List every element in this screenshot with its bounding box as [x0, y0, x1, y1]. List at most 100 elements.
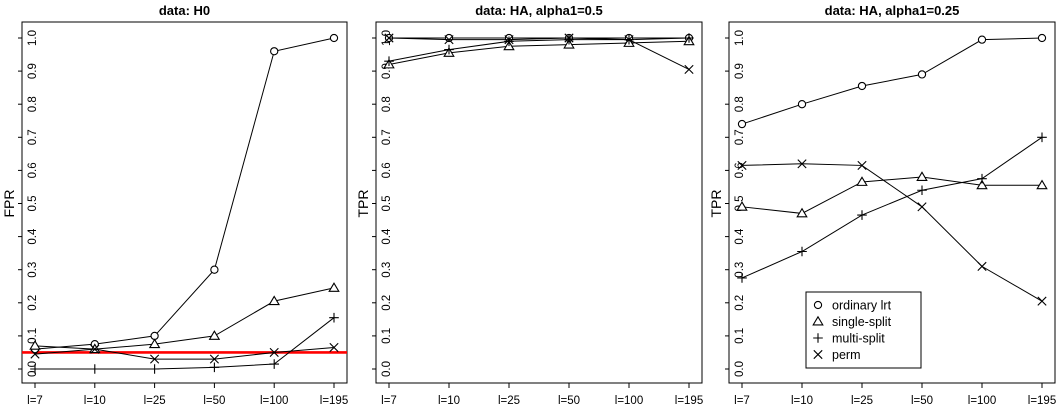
y-tick-label: 0.1 [381, 328, 393, 344]
y-tick-label: 0.7 [27, 129, 39, 145]
data-point-circle [270, 47, 279, 56]
data-point-x [684, 64, 694, 75]
y-tick-label: 0.5 [381, 196, 393, 212]
y-tick-label: 0.7 [734, 129, 746, 145]
data-point-plus [149, 364, 160, 374]
data-point-x [917, 202, 927, 212]
x-tick-label: l=195 [320, 395, 348, 407]
data-point-plus [269, 359, 279, 369]
chart-title: data: HA, alpha1=0.5 [475, 3, 603, 18]
x-tick-label: l=100 [615, 395, 643, 407]
data-point-circle [797, 100, 807, 109]
data-point-x [269, 347, 279, 358]
data-point-triangle [268, 295, 280, 306]
y-axis-label: FPR [1, 190, 17, 218]
chart-panel-2: data: HA, alpha1=0.5 TPR 0.0 0.1 0.2 0.3 0.4 0.… [355, 3, 703, 407]
data-point-plus [737, 273, 747, 283]
data-point-plus [504, 36, 514, 47]
data-point-plus [564, 34, 574, 45]
legend-marker-plus [813, 333, 823, 343]
data-point-x [977, 261, 987, 271]
data-point-x [504, 35, 514, 45]
data-point-circle [210, 265, 219, 274]
y-tick-label: 0.6 [27, 162, 39, 178]
data-point-x [30, 349, 40, 359]
data-point-triangle [1036, 179, 1048, 190]
y-tick-label: 0.3 [381, 262, 393, 278]
x-tick-label: l=100 [260, 395, 288, 407]
chart-title: data: H0 [159, 3, 210, 18]
x-tick-label: l=25 [498, 395, 520, 407]
y-tick-label: 0.4 [381, 228, 393, 245]
data-point-plus [384, 56, 394, 66]
data-point-triangle [148, 338, 161, 349]
x-tick-label: l=10 [84, 395, 106, 407]
series-line-plus [388, 37, 690, 62]
data-point-plus [857, 210, 867, 220]
x-tick-label: l=7 [734, 395, 750, 407]
data-point-triangle [796, 207, 808, 218]
data-point-triangle [736, 201, 748, 211]
data-point-x [857, 160, 867, 171]
data-point-x [1037, 296, 1047, 306]
data-point-circle [857, 81, 867, 91]
x-tick-label: l=10 [438, 395, 460, 407]
plot-frame [375, 21, 703, 384]
y-tick-label: 0.8 [381, 96, 393, 112]
series-line-x [388, 37, 690, 70]
x-tick-label: l=100 [968, 395, 996, 407]
x-tick-label: l=7 [381, 395, 397, 407]
x-tick-label: l=50 [203, 395, 225, 407]
data-point-plus [209, 362, 220, 373]
y-axis-label: TPR [355, 190, 371, 218]
x-tick-label: l=10 [791, 395, 813, 407]
data-point-circle [737, 119, 747, 129]
data-point-triangle [208, 330, 221, 340]
data-point-plus [917, 185, 927, 196]
data-point-x [329, 342, 339, 353]
legend-marker-circle [813, 300, 823, 310]
y-tick-label: 0.6 [381, 162, 393, 178]
y-tick-label: 0.6 [734, 162, 746, 178]
legend-label: perm [832, 348, 860, 362]
series-line-plus [35, 317, 335, 370]
data-point-plus [90, 364, 100, 374]
x-tick-label: l=7 [27, 395, 43, 407]
y-tick-label: 0.8 [27, 96, 39, 112]
data-point-circle [917, 70, 927, 79]
series-line-circle [34, 37, 335, 350]
data-point-plus [1037, 132, 1047, 143]
data-point-triangle [29, 340, 41, 350]
y-tick-label: 0.5 [27, 196, 39, 212]
plot-frame [728, 21, 1056, 384]
x-tick-label: l=195 [1028, 395, 1056, 407]
legend-label: single-split [832, 315, 892, 329]
data-point-plus [684, 33, 694, 43]
y-tick-label: 0.2 [27, 295, 39, 311]
legend-frame [805, 291, 922, 369]
series-line-x [34, 346, 335, 360]
data-point-plus [977, 173, 987, 184]
y-axis-label: TPR [708, 190, 724, 218]
x-tick-label: l=50 [558, 395, 580, 407]
data-point-plus [30, 364, 40, 374]
legend-marker-x [813, 349, 823, 360]
data-point-x [444, 35, 454, 45]
y-tick-label: 0.9 [27, 63, 39, 79]
data-point-x [150, 354, 160, 364]
y-tick-label: 0.3 [27, 262, 39, 278]
x-tick-label: l=25 [144, 395, 166, 407]
data-point-x [90, 344, 100, 354]
y-tick-label: 0.8 [734, 96, 746, 112]
legend-label: multi-split [832, 332, 885, 346]
y-tick-label: 1.0 [734, 30, 746, 46]
y-tick-label: 0.0 [734, 361, 746, 377]
data-point-circle [329, 33, 339, 43]
data-point-x [797, 159, 807, 169]
chart-panel-3: data: HA, alpha1=0.25 TPR 0.0 0.1 0.2 0.3 0.4 0… [708, 3, 1056, 407]
data-point-plus [797, 246, 807, 257]
y-tick-label: 0.3 [734, 262, 746, 278]
y-tick-label: 0.2 [734, 295, 746, 311]
legend: ordinary lrt single-split multi-split perm [805, 291, 922, 369]
